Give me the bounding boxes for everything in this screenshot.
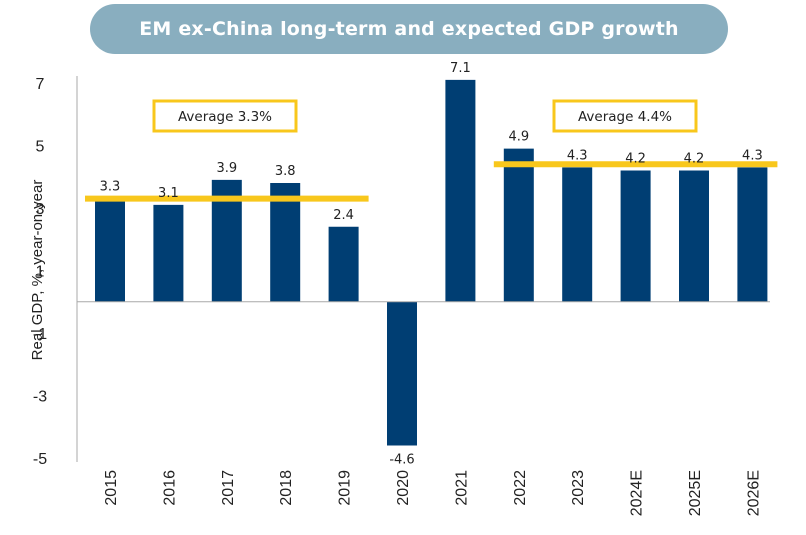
y-tick-label: -1 [33,326,47,343]
bar-2023 [562,167,593,302]
bar-2025E [679,170,709,302]
bar-2015 [95,198,125,302]
bar-2021 [445,79,476,302]
x-tick-label: 2024E [629,470,646,516]
x-tick-label: 2019 [337,470,354,506]
x-tick-label: 2017 [220,470,237,506]
y-axis-label: Real GDP, %, year-on-year [29,180,46,361]
chart-title: EM ex-China long-term and expected GDP g… [90,4,728,54]
y-tick-label: 1 [36,264,45,281]
x-tick-label: 2016 [161,470,178,506]
average-box-1 [552,99,698,133]
y-tick-label: 3 [36,201,45,218]
data-label: 4.2 [625,152,646,167]
bar-2020 [387,301,417,446]
bar-2018 [270,183,301,302]
average-label: Average 3.3% [178,109,272,125]
x-tick-label: 2026E [745,470,762,516]
bar-2024E [620,170,651,302]
x-tick-label: 2020 [395,470,412,506]
x-tick-label: 2021 [453,470,470,506]
data-label: 4.2 [684,152,705,167]
data-label: 3.9 [216,161,237,176]
data-label: 4.9 [508,130,529,145]
data-label: 3.3 [100,180,121,195]
data-label: 3.8 [275,164,296,179]
average-box-0 [152,99,298,133]
bar-2019 [328,226,359,302]
average-label: Average 4.4% [578,109,672,125]
data-label: 4.3 [567,148,588,163]
x-tick-label: 2025E [687,470,704,516]
data-label: 7.1 [450,61,471,76]
x-tick-label: 2022 [512,470,529,506]
data-label: 2.4 [333,208,354,223]
x-tick-label: 2023 [570,470,587,506]
bar-2016 [153,204,184,302]
data-label: 4.3 [742,148,763,163]
x-tick-label: 2015 [103,470,120,506]
bar-2022 [503,148,534,302]
x-tick-label: 2018 [278,470,295,506]
y-tick-label: -3 [33,389,47,406]
bar-2026E [737,167,768,302]
y-tick-label: -5 [33,451,47,468]
y-tick-label: 7 [36,76,45,93]
y-tick-label: 5 [36,139,45,156]
data-label: -4.6 [389,453,414,468]
data-label: 3.1 [158,186,179,201]
